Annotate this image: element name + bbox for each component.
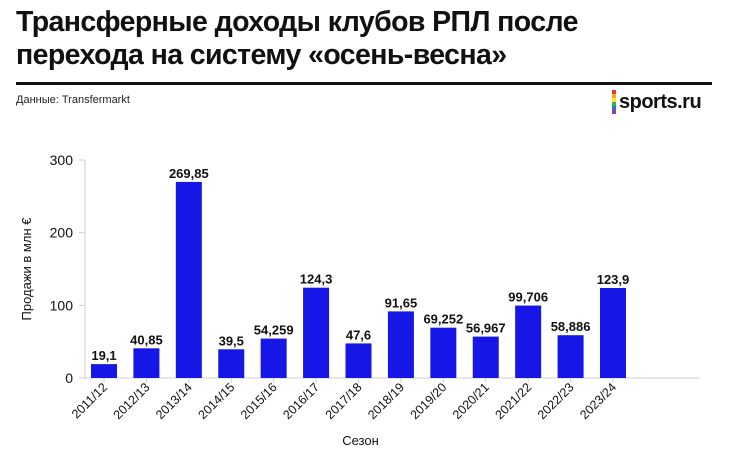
data-label: 124,3	[300, 272, 333, 287]
logo-stripe-5	[612, 110, 616, 114]
bar	[175, 181, 202, 378]
bar	[91, 364, 117, 378]
data-label: 47,6	[346, 327, 371, 342]
x-axis-label: Сезон	[342, 433, 379, 448]
data-label: 99,706	[508, 290, 548, 305]
data-label: 39,5	[219, 333, 244, 348]
x-tick-label: 2014/15	[196, 380, 238, 422]
data-label: 58,886	[551, 319, 591, 334]
data-label: 54,259	[254, 323, 294, 338]
logo-text: sports.ru	[619, 90, 702, 113]
x-tick-label: 2017/18	[323, 380, 365, 422]
x-tick-label: 2018/19	[365, 380, 407, 422]
logo-stripe-1	[612, 94, 616, 98]
y-tick-label: 100	[50, 297, 74, 313]
y-tick-label: 0	[65, 370, 73, 386]
bar	[260, 338, 287, 378]
x-tick-label: 2023/24	[577, 380, 619, 422]
y-tick-label: 200	[50, 225, 74, 241]
x-tick-label: 2019/20	[408, 380, 450, 422]
bar	[430, 327, 457, 378]
bar	[557, 335, 584, 378]
data-label: 69,252	[423, 312, 463, 327]
bar	[218, 349, 245, 378]
y-tick-label: 300	[50, 152, 74, 168]
x-tick-label: 2021/22	[492, 380, 534, 422]
bar	[303, 287, 330, 378]
data-label: 19,1	[91, 348, 116, 363]
title-divider	[16, 82, 712, 85]
y-axis-label: Продажи в млн €	[19, 217, 34, 321]
data-label: 40,85	[130, 332, 163, 347]
logo-stripe-2	[612, 98, 616, 102]
title-line-1: Трансферные доходы клубов РПЛ после	[16, 6, 578, 38]
logo-stripe-3	[612, 102, 616, 106]
chart-title: Трансферные доходы клубов РПЛ после пере…	[16, 6, 716, 72]
bar	[387, 311, 414, 378]
data-label: 269,85	[169, 166, 209, 181]
x-tick-label: 2011/12	[69, 380, 110, 421]
title-line-2: перехода на систему «осень-весна»	[16, 39, 507, 71]
data-label: 56,967	[466, 321, 506, 336]
logo-stripe-0	[612, 90, 616, 94]
x-tick-label: 2012/13	[111, 380, 153, 422]
x-tick-label: 2016/17	[280, 380, 322, 422]
bar	[600, 287, 626, 378]
x-tick-label: 2015/16	[238, 380, 280, 422]
bar	[133, 348, 160, 378]
data-label: 123,9	[597, 272, 630, 287]
bar	[345, 343, 372, 378]
sports-ru-logo: sports.ru	[612, 90, 702, 114]
source-note: Данные: Transfermarkt	[16, 94, 130, 106]
x-tick-label: 2022/23	[535, 380, 577, 422]
logo-stripe-icon	[612, 90, 616, 114]
x-tick-label: 2020/21	[450, 380, 492, 422]
data-label: 91,65	[385, 295, 418, 310]
x-tick-label: 2013/14	[153, 380, 195, 422]
bar	[472, 336, 499, 378]
bar	[515, 305, 542, 378]
logo-stripe-4	[612, 106, 616, 110]
